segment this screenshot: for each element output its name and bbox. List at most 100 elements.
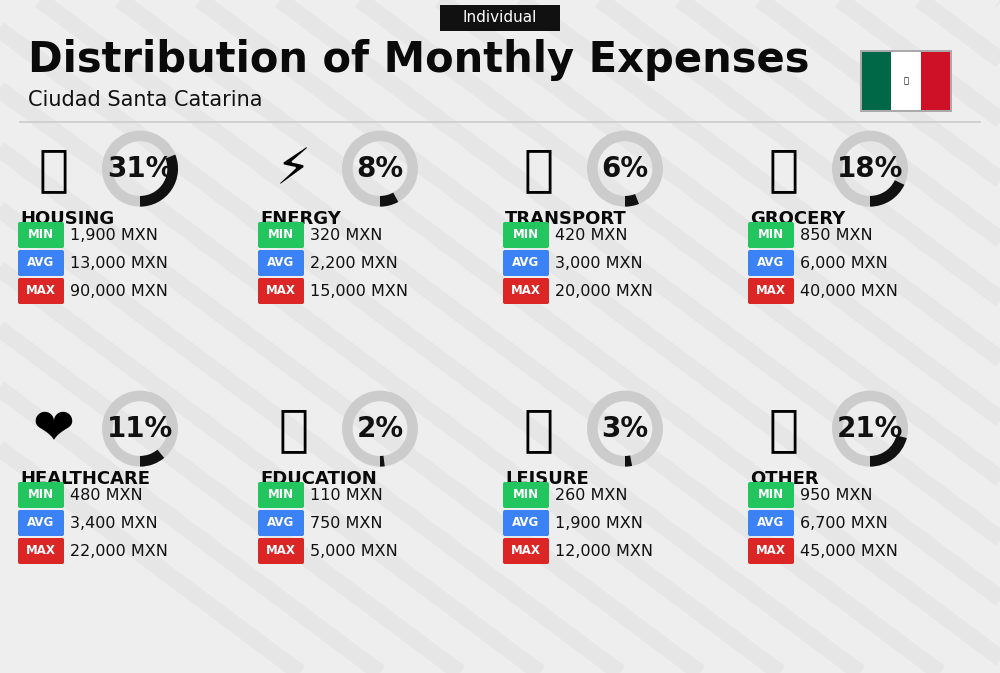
Text: HEALTHCARE: HEALTHCARE <box>20 470 150 488</box>
Text: 850 MXN: 850 MXN <box>800 227 873 242</box>
FancyBboxPatch shape <box>258 278 304 304</box>
Text: MAX: MAX <box>26 544 56 557</box>
FancyBboxPatch shape <box>860 50 952 112</box>
Text: MAX: MAX <box>511 285 541 297</box>
Text: 1,900 MXN: 1,900 MXN <box>70 227 158 242</box>
FancyBboxPatch shape <box>18 538 64 564</box>
Text: 5,000 MXN: 5,000 MXN <box>310 544 398 559</box>
Wedge shape <box>625 194 639 207</box>
Text: AVG: AVG <box>27 516 55 530</box>
Wedge shape <box>832 390 908 466</box>
Text: 3%: 3% <box>601 415 649 443</box>
Text: MIN: MIN <box>268 489 294 501</box>
Text: 🚌: 🚌 <box>524 146 554 194</box>
Text: MAX: MAX <box>266 544 296 557</box>
Text: AVG: AVG <box>27 256 55 269</box>
Wedge shape <box>140 450 164 466</box>
Text: MIN: MIN <box>758 489 784 501</box>
FancyBboxPatch shape <box>258 538 304 564</box>
Text: MIN: MIN <box>28 229 54 242</box>
Wedge shape <box>342 390 418 466</box>
Wedge shape <box>587 390 663 466</box>
Wedge shape <box>342 131 418 207</box>
Text: LEISURE: LEISURE <box>505 470 589 488</box>
Text: AVG: AVG <box>757 516 785 530</box>
Text: AVG: AVG <box>267 256 295 269</box>
Text: Distribution of Monthly Expenses: Distribution of Monthly Expenses <box>28 39 810 81</box>
Wedge shape <box>380 456 385 466</box>
Text: OTHER: OTHER <box>750 470 819 488</box>
Text: 15,000 MXN: 15,000 MXN <box>310 283 408 299</box>
Text: 6%: 6% <box>601 155 649 182</box>
FancyBboxPatch shape <box>748 278 794 304</box>
Text: 31%: 31% <box>107 155 173 182</box>
Text: MAX: MAX <box>266 285 296 297</box>
Text: AVG: AVG <box>512 516 540 530</box>
FancyBboxPatch shape <box>18 278 64 304</box>
FancyBboxPatch shape <box>258 250 304 276</box>
Text: MAX: MAX <box>756 285 786 297</box>
Text: 90,000 MXN: 90,000 MXN <box>70 283 168 299</box>
Text: ENERGY: ENERGY <box>260 210 341 228</box>
Text: MIN: MIN <box>268 229 294 242</box>
Text: 20,000 MXN: 20,000 MXN <box>555 283 653 299</box>
FancyBboxPatch shape <box>748 538 794 564</box>
Wedge shape <box>380 192 398 207</box>
FancyBboxPatch shape <box>503 250 549 276</box>
FancyBboxPatch shape <box>503 510 549 536</box>
Text: 3,000 MXN: 3,000 MXN <box>555 256 643 271</box>
Wedge shape <box>625 456 632 466</box>
FancyBboxPatch shape <box>862 52 891 110</box>
Text: AVG: AVG <box>267 516 295 530</box>
Text: 3,400 MXN: 3,400 MXN <box>70 516 158 530</box>
Text: 480 MXN: 480 MXN <box>70 487 143 503</box>
Text: HOUSING: HOUSING <box>20 210 114 228</box>
FancyBboxPatch shape <box>748 222 794 248</box>
Text: ❤️: ❤️ <box>33 406 74 454</box>
Text: 🎓: 🎓 <box>278 406 308 454</box>
Text: MIN: MIN <box>28 489 54 501</box>
Text: TRANSPORT: TRANSPORT <box>505 210 627 228</box>
Text: 260 MXN: 260 MXN <box>555 487 628 503</box>
FancyBboxPatch shape <box>18 222 64 248</box>
Text: GROCERY: GROCERY <box>750 210 845 228</box>
FancyBboxPatch shape <box>18 510 64 536</box>
Text: Ciudad Santa Catarina: Ciudad Santa Catarina <box>28 90 262 110</box>
Wedge shape <box>102 390 178 466</box>
Text: MIN: MIN <box>513 229 539 242</box>
Wedge shape <box>870 435 907 466</box>
Text: 🏗: 🏗 <box>38 146 68 194</box>
FancyBboxPatch shape <box>891 52 921 110</box>
Text: MIN: MIN <box>513 489 539 501</box>
FancyBboxPatch shape <box>503 482 549 508</box>
Text: 750 MXN: 750 MXN <box>310 516 382 530</box>
FancyBboxPatch shape <box>258 222 304 248</box>
Text: 6,000 MXN: 6,000 MXN <box>800 256 888 271</box>
Text: 🛍: 🛍 <box>524 406 554 454</box>
Text: MAX: MAX <box>26 285 56 297</box>
Text: MIN: MIN <box>758 229 784 242</box>
Text: EDUCATION: EDUCATION <box>260 470 377 488</box>
Text: 2%: 2% <box>356 415 404 443</box>
Text: 320 MXN: 320 MXN <box>310 227 382 242</box>
Text: AVG: AVG <box>512 256 540 269</box>
Text: 22,000 MXN: 22,000 MXN <box>70 544 168 559</box>
Text: 45,000 MXN: 45,000 MXN <box>800 544 898 559</box>
Text: MAX: MAX <box>511 544 541 557</box>
Text: 11%: 11% <box>107 415 173 443</box>
Text: 6,700 MXN: 6,700 MXN <box>800 516 888 530</box>
Text: 40,000 MXN: 40,000 MXN <box>800 283 898 299</box>
Text: 🛒: 🛒 <box>768 146 798 194</box>
FancyBboxPatch shape <box>258 482 304 508</box>
Text: 13,000 MXN: 13,000 MXN <box>70 256 168 271</box>
Text: 2,200 MXN: 2,200 MXN <box>310 256 398 271</box>
FancyBboxPatch shape <box>503 222 549 248</box>
Text: 21%: 21% <box>837 415 903 443</box>
Text: ⚡: ⚡ <box>276 146 311 194</box>
Text: 420 MXN: 420 MXN <box>555 227 628 242</box>
Wedge shape <box>587 131 663 207</box>
FancyBboxPatch shape <box>748 250 794 276</box>
Text: 12,000 MXN: 12,000 MXN <box>555 544 653 559</box>
FancyBboxPatch shape <box>440 5 560 31</box>
Text: 8%: 8% <box>356 155 404 182</box>
